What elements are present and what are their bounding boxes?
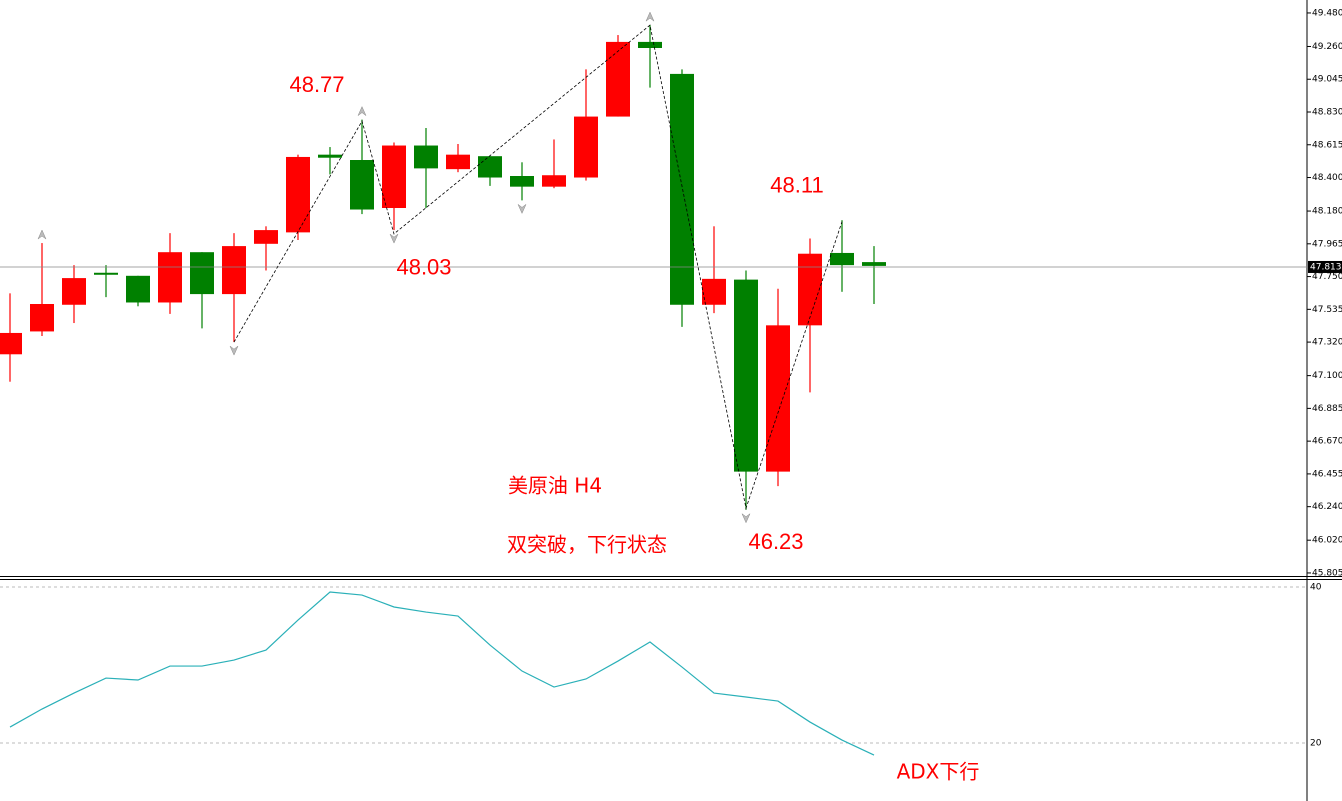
zigzag-label: 49.4 [584,0,627,1]
fractal-up [37,229,47,240]
candle-body [574,116,598,178]
candle-body [318,154,342,158]
chart-title: 美原油 H4 [508,474,602,498]
candle-body [862,262,886,266]
y-tick-label: 46.670 [1312,437,1342,447]
candle-body [702,278,726,305]
candle-body [126,275,150,303]
candle-body [30,304,54,332]
fractal-down [389,233,399,244]
candle-body [638,41,662,48]
zigzag-label: 46.23 [748,529,803,554]
candle-body [734,279,758,472]
chart-subtitle: 双突破，下行状态 [507,533,667,557]
candle-body [542,175,566,187]
y-tick-label: 49.260 [1312,42,1342,52]
y-tick-label: 20 [1310,739,1322,749]
candle-body [94,272,118,275]
zigzag-label: 48.11 [770,173,823,198]
candle-body [222,246,246,295]
candle-body [798,253,822,326]
fractal-up [357,106,367,117]
candle-body [510,176,534,187]
y-tick-label: 48.830 [1312,108,1342,118]
fractal-down [517,203,527,214]
y-tick-label: 45.805 [1312,568,1342,578]
candle-body [766,325,790,472]
y-tick-label: 46.455 [1312,469,1342,479]
y-tick-label: 48.180 [1312,207,1342,217]
candle-body [670,73,694,305]
y-tick-label: 46.020 [1312,536,1342,546]
fractal-down [741,512,751,524]
zigzag-label: 48.77 [289,72,344,97]
zigzag-line [233,24,843,510]
y-tick-label: 48.400 [1312,173,1342,183]
indicator-title: ADX下行 [897,760,980,784]
y-tick-label: 47.965 [1312,239,1342,249]
candle-body [446,154,470,170]
candle-body [158,252,182,303]
adx-line [9,591,875,756]
fractal-up [645,11,655,22]
last-price-box [1308,260,1342,273]
y-tick-label: 40 [1310,583,1322,593]
candle-body [254,230,278,244]
candle-body [606,41,630,117]
y-tick-label: 46.240 [1312,502,1342,512]
y-tick-label: 46.885 [1312,404,1342,414]
candle-body [414,145,438,169]
candle-body [830,252,854,266]
y-tick-label: 47.320 [1312,338,1342,348]
candle-body [478,156,502,178]
last-price-label: 47.813 [1310,262,1342,272]
y-tick-label: 47.750 [1312,272,1342,282]
candle-body [286,156,310,233]
candle-body [382,145,406,208]
y-tick-label: 47.100 [1312,371,1342,381]
y-tick-label: 49.480 [1312,8,1342,18]
y-tick-label: 49.045 [1312,75,1342,85]
candle-body [0,332,22,355]
candle-body [62,278,86,305]
y-tick-label: 47.535 [1312,305,1342,315]
zigzag-label: 48.03 [396,255,451,280]
fractal-down [229,345,239,356]
y-tick-label: 48.615 [1312,140,1342,150]
candle-body [350,160,374,210]
candle-body [190,252,214,295]
